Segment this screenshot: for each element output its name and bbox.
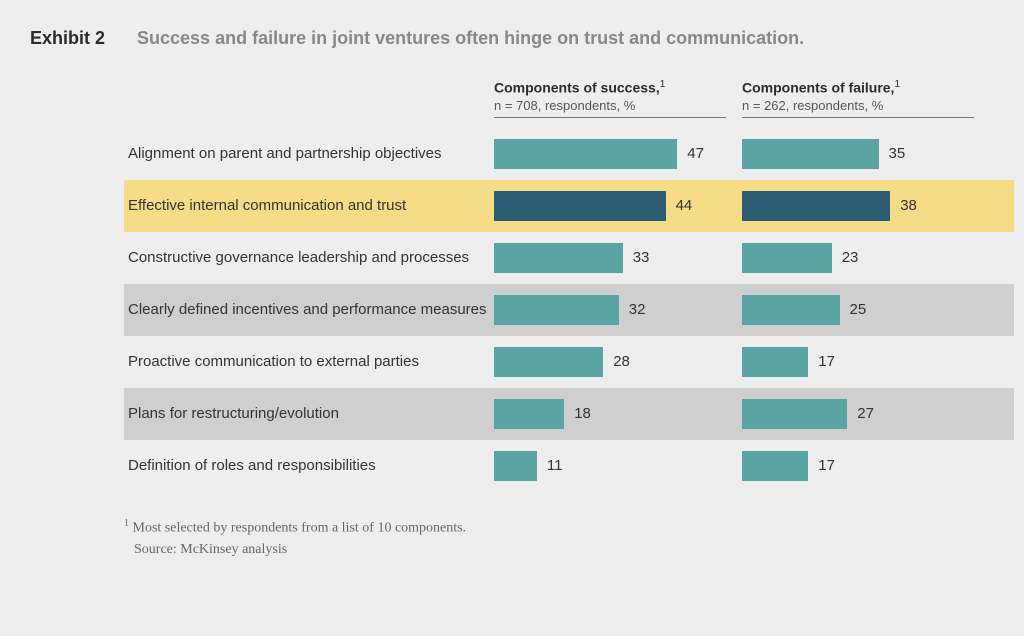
chart-row: Constructive governance leadership and p… — [124, 232, 1014, 284]
bar-value: 27 — [857, 405, 874, 422]
bar-value: 32 — [629, 301, 646, 318]
footnote-text: Most selected by respondents from a list… — [133, 520, 467, 535]
bar-cell-success: 47 — [494, 139, 742, 169]
bar — [742, 191, 890, 221]
bar-value: 17 — [818, 353, 835, 370]
bar-value: 35 — [889, 145, 906, 162]
exhibit-label: Exhibit 2 — [30, 28, 105, 49]
chart-row: Proactive communication to external part… — [124, 336, 1014, 388]
chart-row: Effective internal communication and tru… — [124, 180, 1014, 232]
bar-value: 38 — [900, 197, 917, 214]
chart-row: Clearly defined incentives and performan… — [124, 284, 1014, 336]
chart: Components of success,1 n = 708, respond… — [124, 79, 1014, 492]
bar-cell-failure: 27 — [742, 399, 990, 429]
bar-track — [742, 243, 832, 273]
bar-value: 11 — [547, 457, 563, 474]
column-header-success: Components of success,1 n = 708, respond… — [494, 79, 742, 118]
bar-cell-success: 33 — [494, 243, 742, 273]
bar — [494, 139, 677, 169]
column-rule — [742, 117, 974, 118]
bar — [742, 139, 879, 169]
bar-cell-success: 44 — [494, 191, 742, 221]
column-sup: 1 — [660, 79, 666, 90]
bar — [742, 295, 840, 325]
bar-track — [494, 451, 537, 481]
bar — [494, 347, 603, 377]
row-label: Constructive governance leadership and p… — [124, 249, 494, 266]
bar-track — [742, 451, 808, 481]
bar-track — [494, 139, 677, 169]
bar-cell-failure: 17 — [742, 347, 990, 377]
chart-row: Alignment on parent and partnership obje… — [124, 128, 1014, 180]
bar-track — [742, 191, 890, 221]
bar-cell-success: 11 — [494, 451, 742, 481]
bar — [494, 243, 623, 273]
bar-value: 33 — [633, 249, 650, 266]
bar-value: 18 — [574, 405, 591, 422]
bar — [742, 399, 847, 429]
chart-row: Definition of roles and responsibilities… — [124, 440, 1014, 492]
bar-cell-success: 28 — [494, 347, 742, 377]
row-label: Definition of roles and responsibilities — [124, 457, 494, 474]
column-sup: 1 — [894, 79, 900, 90]
row-label: Alignment on parent and partnership obje… — [124, 145, 494, 162]
bar — [742, 243, 832, 273]
bar-cell-success: 18 — [494, 399, 742, 429]
bar-value: 23 — [842, 249, 859, 266]
bar-track — [494, 243, 623, 273]
row-label: Clearly defined incentives and performan… — [124, 301, 494, 318]
footnotes: 1 Most selected by respondents from a li… — [124, 518, 1014, 559]
bar-track — [742, 347, 808, 377]
footnote: 1 Most selected by respondents from a li… — [124, 518, 1014, 537]
column-sub: n = 262, respondents, % — [742, 98, 974, 113]
bar-cell-failure: 17 — [742, 451, 990, 481]
bar — [494, 295, 619, 325]
bar-track — [742, 139, 879, 169]
source: Source: McKinsey analysis — [124, 542, 1014, 558]
bar-value: 47 — [687, 145, 704, 162]
bar — [742, 451, 808, 481]
column-title: Components of success, — [494, 80, 660, 96]
bar-track — [494, 191, 666, 221]
bar-cell-success: 32 — [494, 295, 742, 325]
column-header-failure: Components of failure,1 n = 262, respond… — [742, 79, 990, 118]
bar-track — [494, 399, 564, 429]
footnote-sup: 1 — [124, 518, 129, 529]
bar — [494, 399, 564, 429]
bar — [742, 347, 808, 377]
column-title: Components of failure, — [742, 80, 894, 96]
header: Exhibit 2 Success and failure in joint v… — [30, 28, 1014, 49]
bar-track — [494, 295, 619, 325]
bar-track — [494, 347, 603, 377]
bar-cell-failure: 35 — [742, 139, 990, 169]
bar-cell-failure: 25 — [742, 295, 990, 325]
bar — [494, 191, 666, 221]
column-sub: n = 708, respondents, % — [494, 98, 726, 113]
bar-cell-failure: 23 — [742, 243, 990, 273]
row-label: Plans for restructuring/evolution — [124, 405, 494, 422]
bar-value: 44 — [676, 197, 693, 214]
bar-track — [742, 399, 847, 429]
bar-track — [742, 295, 840, 325]
bar-value: 28 — [613, 353, 630, 370]
chart-row: Plans for restructuring/evolution 18 27 — [124, 388, 1014, 440]
column-headers: Components of success,1 n = 708, respond… — [124, 79, 1014, 118]
chart-rows: Alignment on parent and partnership obje… — [124, 128, 1014, 492]
row-label: Proactive communication to external part… — [124, 353, 494, 370]
row-label: Effective internal communication and tru… — [124, 197, 494, 214]
exhibit-title: Success and failure in joint ventures of… — [137, 28, 804, 49]
bar-cell-failure: 38 — [742, 191, 990, 221]
column-rule — [494, 117, 726, 118]
bar-value: 17 — [818, 457, 835, 474]
bar-value: 25 — [850, 301, 867, 318]
bar — [494, 451, 537, 481]
